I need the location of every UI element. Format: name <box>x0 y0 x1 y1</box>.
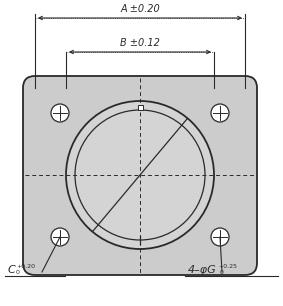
Text: B ±0.12: B ±0.12 <box>120 38 160 48</box>
Circle shape <box>51 228 69 246</box>
Text: C: C <box>8 265 16 275</box>
Circle shape <box>211 104 229 122</box>
Circle shape <box>66 101 214 249</box>
Text: 4–φG: 4–φG <box>188 265 217 275</box>
Circle shape <box>51 104 69 122</box>
Text: +0.20: +0.20 <box>16 264 35 269</box>
Text: +0.25: +0.25 <box>218 264 237 269</box>
FancyBboxPatch shape <box>23 76 257 275</box>
Text: A ±0.20: A ±0.20 <box>120 4 160 14</box>
Text: 0: 0 <box>16 270 20 275</box>
Circle shape <box>211 228 229 246</box>
Bar <box>138 105 143 110</box>
Text: 0: 0 <box>220 270 224 275</box>
